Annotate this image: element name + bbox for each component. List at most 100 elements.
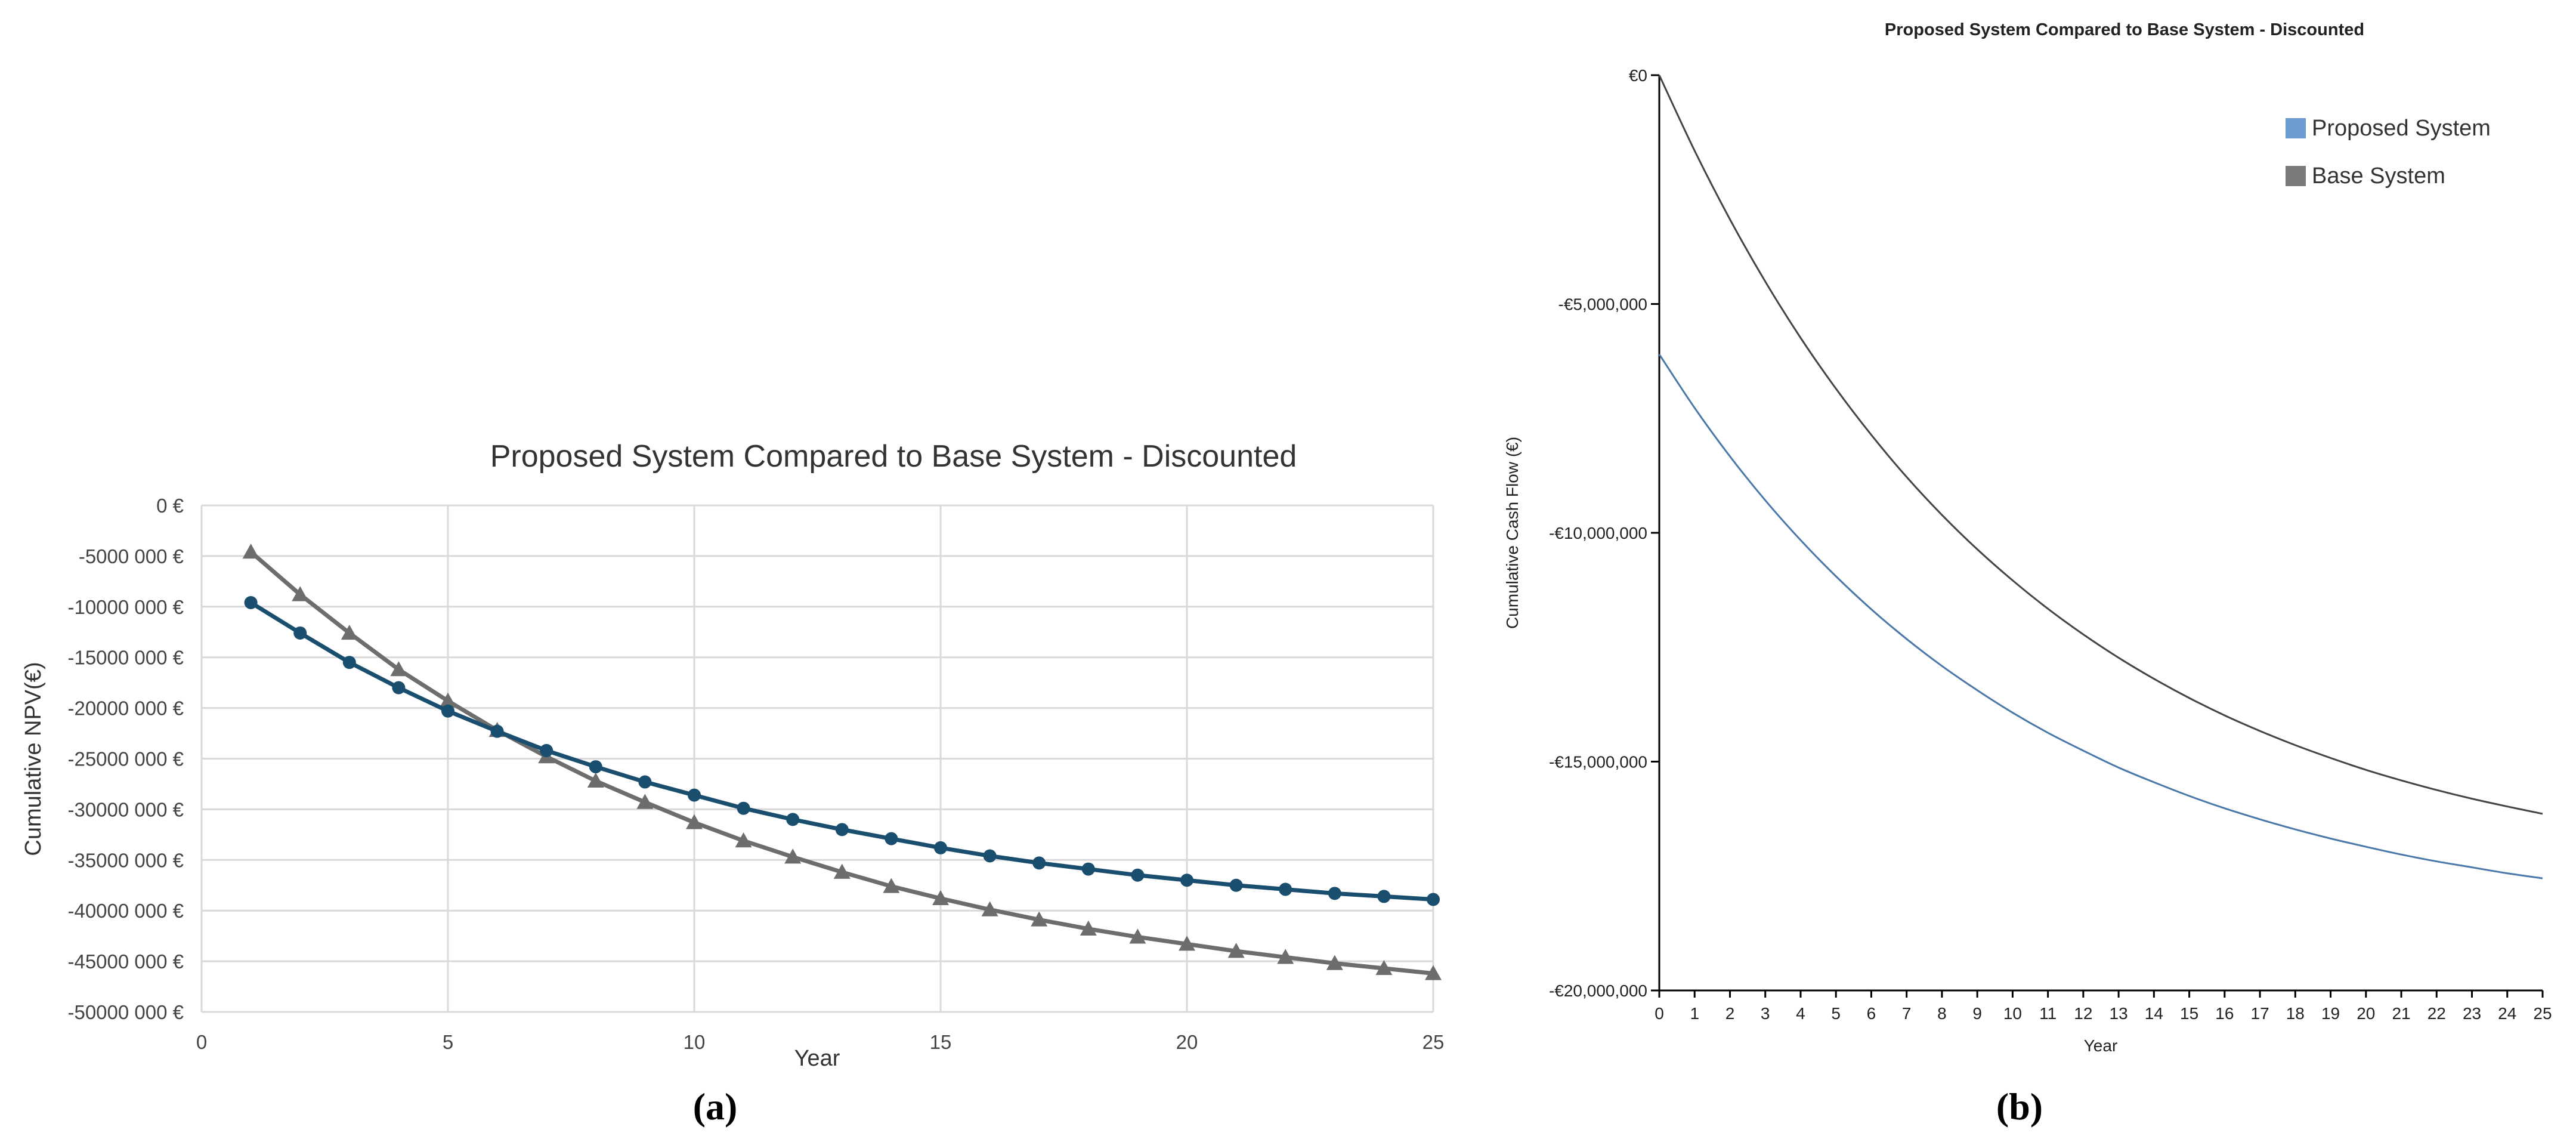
chart-b-x-tick-label: 8 bbox=[1937, 1004, 1947, 1023]
chart-b-x-tick-label: 15 bbox=[2180, 1004, 2198, 1023]
chart-a-point-circle bbox=[1427, 893, 1440, 906]
chart-b-legend-label: Proposed System bbox=[2312, 116, 2491, 141]
chart-a-point-triangle bbox=[292, 586, 309, 601]
chart-a-series-line-circle bbox=[249, 601, 1434, 902]
chart-a-point-triangle bbox=[390, 661, 407, 677]
chart-b-x-tick-label: 18 bbox=[2286, 1004, 2305, 1023]
chart-a-point-triangle bbox=[1227, 943, 1245, 958]
chart-b-x-tick-label: 14 bbox=[2145, 1004, 2163, 1023]
chart-b-legend-label: Base System bbox=[2312, 163, 2445, 189]
chart-a-point-circle bbox=[1279, 882, 1292, 896]
chart-a-y-tick-label: -40000 000 € bbox=[67, 900, 184, 922]
chart-a-point-triangle bbox=[636, 794, 654, 809]
chart-b-y-ticks: €0 -€5,000,000 -€10,000,000 -€15,000,000 -€2… bbox=[1549, 66, 1659, 1000]
chart-a-point-circle bbox=[540, 743, 553, 757]
chart-a-panel-label: (a) bbox=[693, 1085, 738, 1128]
chart-a-point-circle bbox=[392, 681, 406, 695]
chart-a-y-tick-label: -10000 000 € bbox=[67, 596, 184, 618]
chart-b-y-tick-label: €0 bbox=[1629, 66, 1647, 85]
chart-a-y-tick-label: -35000 000 € bbox=[67, 849, 184, 871]
chart-a-point-circle bbox=[983, 849, 997, 863]
chart-a-x-tick-label: 0 bbox=[196, 1031, 207, 1053]
chart-b-x-tick-label: 10 bbox=[2003, 1004, 2022, 1023]
chart-a-point-circle bbox=[244, 596, 258, 610]
chart-b-title: Proposed System Compared to Base System … bbox=[1885, 20, 2364, 39]
chart-a-point-triangle bbox=[1179, 936, 1195, 951]
chart-a-point-triangle bbox=[981, 901, 998, 916]
chart-b-x-tick-label: 2 bbox=[1725, 1004, 1735, 1023]
chart-a-point-circle bbox=[1180, 874, 1193, 887]
chart-b-legend: Proposed System Base System bbox=[2286, 116, 2491, 189]
chart-b-y-tick-label: -€5,000,000 bbox=[1558, 295, 1647, 314]
chart-b-x-tick-label: 3 bbox=[1761, 1004, 1770, 1023]
chart-a-x-tick-label: 25 bbox=[1422, 1031, 1445, 1053]
chart-b-series-line-proposed bbox=[1658, 354, 2543, 879]
chart-a-point-triangle bbox=[1031, 911, 1048, 927]
chart-a-point-triangle bbox=[1425, 965, 1442, 980]
chart-a-point-triangle bbox=[1080, 920, 1097, 936]
chart-a-point-circle bbox=[638, 775, 652, 789]
chart-a-point-triangle bbox=[440, 692, 456, 708]
chart-b-x-tick-label: 22 bbox=[2427, 1004, 2446, 1023]
chart-b-x-tick-label: 19 bbox=[2321, 1004, 2340, 1023]
chart-a-point-circle bbox=[1032, 856, 1046, 870]
chart-a-grid bbox=[200, 504, 1434, 1013]
chart-a-x-tick-label: 20 bbox=[1176, 1031, 1198, 1053]
chart-b-x-tick-label: 25 bbox=[2533, 1004, 2552, 1023]
chart-b-x-tick-label: 5 bbox=[1831, 1004, 1841, 1023]
chart-a-x-tick-label: 10 bbox=[684, 1031, 706, 1053]
chart-b-panel-label: (b) bbox=[1996, 1085, 2043, 1128]
chart-a-y-tick-label: 0 € bbox=[156, 495, 184, 517]
chart-a-x-ticks: 0 5 10 15 20 25 bbox=[196, 1031, 1445, 1053]
chart-a-point-triangle bbox=[1277, 949, 1294, 964]
chart-b-series bbox=[1658, 75, 2543, 879]
chart-b-x-tick-label: 9 bbox=[1972, 1004, 1982, 1023]
chart-a-point-circle bbox=[885, 832, 898, 845]
chart-b-x-tick-label: 6 bbox=[1867, 1004, 1876, 1023]
chart-a-point-triangle bbox=[1326, 955, 1343, 970]
chart-b-x-tick-label: 12 bbox=[2074, 1004, 2092, 1023]
chart-b-x-tick-label: 20 bbox=[2357, 1004, 2375, 1023]
chart-b-legend-swatch bbox=[2286, 118, 2306, 138]
chart-a-point-circle bbox=[441, 704, 454, 718]
chart-b-x-tick-label: 1 bbox=[1690, 1004, 1699, 1023]
chart-b-y-tick-label: -€20,000,000 bbox=[1549, 981, 1647, 1000]
chart-a-point-circle bbox=[293, 626, 307, 640]
chart-a-point-triangle bbox=[341, 624, 358, 640]
chart-a-y-tick-label: -50000 000 € bbox=[67, 1001, 184, 1023]
chart-a-point-triangle bbox=[833, 863, 851, 879]
chart-b-x-tick-label: 21 bbox=[2392, 1004, 2410, 1023]
chart-a-point-circle bbox=[835, 823, 849, 837]
chart-a-x-tick-label: 15 bbox=[930, 1031, 952, 1053]
chart-a-point-triangle bbox=[883, 878, 900, 893]
chart-a-point-triangle bbox=[1375, 959, 1393, 976]
chart-a-point-triangle bbox=[587, 772, 604, 788]
chart-a-x-axis-label: Year bbox=[794, 1046, 840, 1071]
chart-b-y-tick-label: -€10,000,000 bbox=[1549, 524, 1647, 542]
chart-a-point-circle bbox=[786, 813, 800, 826]
chart-b-x-axis-label: Year bbox=[2084, 1036, 2118, 1055]
chart-a-point-triangle bbox=[932, 890, 949, 906]
chart-a-point-circle bbox=[589, 760, 602, 774]
chart-a-point-circle bbox=[1328, 887, 1341, 900]
chart-b-x-tick-label: 13 bbox=[2110, 1004, 2128, 1023]
chart-b-x-tick-label: 23 bbox=[2463, 1004, 2481, 1023]
chart-a-y-tick-label: -30000 000 € bbox=[67, 798, 184, 820]
chart-a-point-circle bbox=[688, 788, 701, 802]
chart-a-point-triangle bbox=[1129, 928, 1146, 944]
chart-a-point-circle bbox=[342, 656, 356, 669]
chart-b-y-axis-label: Cumulative Cash Flow (€) bbox=[1503, 437, 1522, 629]
chart-b-x-ticks: 0 1 2 3 4 5 6 7 8 9 10 11 12 13 14 15 16 17 18 19 20 21 22 23 24… bbox=[1655, 990, 2552, 1023]
chart-b-series-line-base bbox=[1658, 75, 2543, 815]
chart-b-x-tick-label: 24 bbox=[2498, 1004, 2516, 1023]
chart-a-point-circle bbox=[1131, 868, 1145, 882]
chart-a-point-triangle bbox=[784, 848, 802, 864]
chart-a-point-circle bbox=[1081, 862, 1095, 876]
chart-a-x-tick-label: 5 bbox=[443, 1031, 453, 1053]
chart-a-point-circle bbox=[1229, 878, 1243, 892]
chart-a-series bbox=[242, 544, 1442, 980]
chart-b-x-tick-label: 17 bbox=[2251, 1004, 2269, 1023]
chart-b-x-tick-label: 11 bbox=[2039, 1004, 2057, 1023]
chart-a-point-circle bbox=[737, 801, 750, 815]
